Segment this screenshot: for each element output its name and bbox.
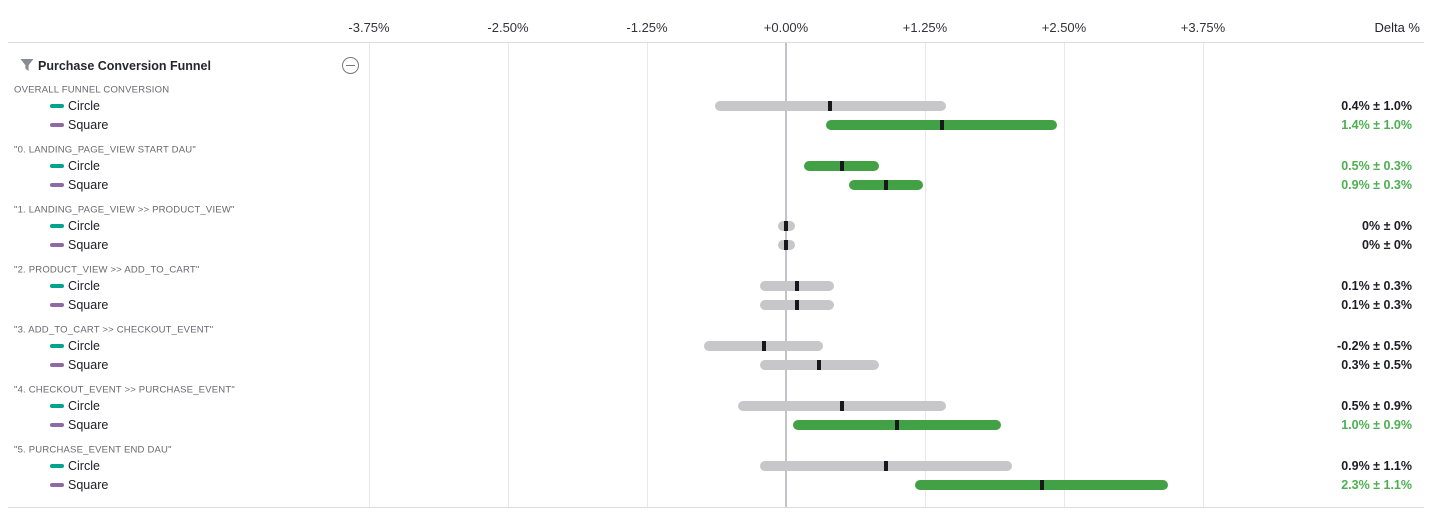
square-series-dash-icon: [50, 482, 64, 487]
axis-header: -3.75% -2.50% -1.25% +0.00% +1.25% +2.50% +3.7…: [0, 0, 1432, 42]
circle-series-dash-icon: [50, 103, 64, 108]
mean-tick-mark: [884, 460, 889, 471]
circle-series-dash-icon: [50, 343, 64, 348]
delta-value: -0.2% ± 0.5%: [1337, 338, 1412, 353]
circle-series-dash-icon: [50, 463, 64, 468]
delta-value: 0.5% ± 0.9%: [1341, 398, 1412, 413]
series-label: Circle: [68, 98, 100, 113]
delta-value: 1.0% ± 0.9%: [1341, 417, 1412, 432]
series-label: Square: [68, 297, 109, 312]
mean-tick-mark: [828, 100, 833, 111]
group-label: "1. LANDING_PAGE_VIEW >> PRODUCT_VIEW": [14, 204, 235, 216]
gridline: [368, 43, 370, 507]
gridline: [1063, 43, 1065, 507]
delta-value: 0.1% ± 0.3%: [1341, 297, 1412, 312]
group-label: "5. PURCHASE_EVENT END DAU": [14, 444, 172, 456]
mean-tick-mark: [1039, 479, 1044, 490]
series-label: Square: [68, 417, 109, 432]
circle-series-dash-icon: [50, 283, 64, 288]
series-label: Circle: [68, 158, 100, 173]
axis-tick-label: -1.25%: [626, 20, 668, 35]
mean-tick-mark: [784, 220, 788, 231]
delta-value: 0% ± 0%: [1362, 237, 1412, 252]
square-series-dash-icon: [50, 242, 64, 247]
axis-tick-label: -2.50%: [487, 20, 529, 35]
axis-tick-label: +2.50%: [1041, 20, 1087, 35]
square-series-dash-icon: [50, 122, 64, 127]
axis-tick-label: +0.00%: [763, 20, 809, 35]
mean-tick-mark: [895, 419, 900, 430]
delta-value: 0.1% ± 0.3%: [1341, 278, 1412, 293]
gridline: [1202, 43, 1204, 507]
delta-value: 0.4% ± 1.0%: [1341, 98, 1412, 113]
top-divider: [8, 42, 1424, 43]
gridline: [507, 43, 509, 507]
square-series-dash-icon: [50, 302, 64, 307]
collapse-minus-circle-icon[interactable]: [342, 57, 359, 74]
group-label: "3. ADD_TO_CART >> CHECKOUT_EVENT": [14, 324, 214, 336]
series-label: Circle: [68, 338, 100, 353]
gridline: [924, 43, 926, 507]
series-label: Circle: [68, 218, 100, 233]
delta-value: 0.5% ± 0.3%: [1341, 158, 1412, 173]
axis-tick-label: +1.25%: [902, 20, 948, 35]
group-label: "4. CHECKOUT_EVENT >> PURCHASE_EVENT": [14, 384, 235, 396]
panel-title: Purchase Conversion Funnel: [38, 59, 211, 73]
square-series-dash-icon: [50, 182, 64, 187]
series-label: Square: [68, 357, 109, 372]
delta-value: 2.3% ± 1.1%: [1341, 477, 1412, 492]
series-label: Square: [68, 477, 109, 492]
mean-tick-mark: [795, 280, 800, 291]
mean-tick-mark: [761, 340, 766, 351]
gridline: [646, 43, 648, 507]
axis-tick-label: -3.75%: [348, 20, 390, 35]
delta-value: 0.9% ± 0.3%: [1341, 177, 1412, 192]
axis-tick-label: +3.75%: [1180, 20, 1226, 35]
delta-value: 0% ± 0%: [1362, 218, 1412, 233]
mean-tick-mark: [795, 299, 800, 310]
delta-column-header: Delta %: [1374, 20, 1420, 35]
delta-value: 1.4% ± 1.0%: [1341, 117, 1412, 132]
square-series-dash-icon: [50, 422, 64, 427]
group-label: OVERALL FUNNEL CONVERSION: [14, 84, 170, 96]
square-series-dash-icon: [50, 362, 64, 367]
delta-value: 0.3% ± 0.5%: [1341, 357, 1412, 372]
mean-tick-mark: [884, 179, 889, 190]
bottom-divider: [8, 507, 1424, 508]
group-label: "2. PRODUCT_VIEW >> ADD_TO_CART": [14, 264, 200, 276]
series-label: Square: [68, 237, 109, 252]
mean-tick-mark: [839, 400, 844, 411]
circle-series-dash-icon: [50, 403, 64, 408]
series-label: Circle: [68, 458, 100, 473]
series-label: Circle: [68, 398, 100, 413]
series-label: Square: [68, 117, 109, 132]
group-label: "0. LANDING_PAGE_VIEW START DAU": [14, 144, 196, 156]
series-label: Square: [68, 177, 109, 192]
zero-gridline: [785, 43, 787, 507]
circle-series-dash-icon: [50, 163, 64, 168]
mean-tick-mark: [839, 160, 844, 171]
mean-tick-mark: [939, 119, 944, 130]
mean-tick-mark: [784, 239, 788, 250]
filter-funnel-icon: [20, 59, 34, 71]
mean-tick-mark: [817, 359, 822, 370]
circle-series-dash-icon: [50, 223, 64, 228]
delta-value: 0.9% ± 1.1%: [1341, 458, 1412, 473]
series-label: Circle: [68, 278, 100, 293]
